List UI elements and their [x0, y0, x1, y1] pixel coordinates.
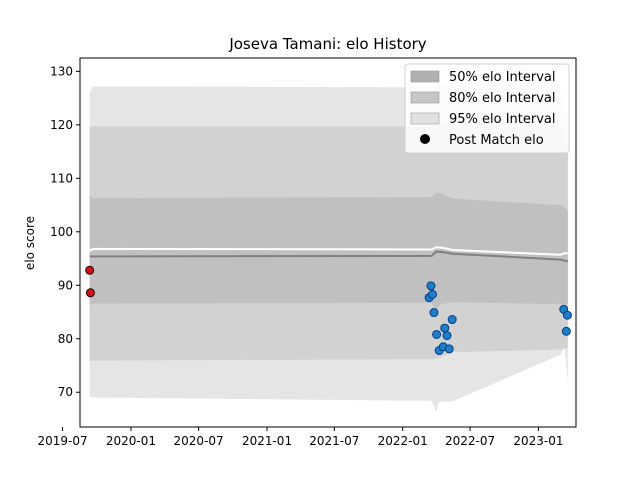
y-tick-label: 100	[50, 225, 73, 239]
legend-label: 80% elo Interval	[449, 91, 556, 106]
x-tick-label: 2021-07	[309, 434, 359, 448]
x-tick-label: 2020-01	[106, 434, 156, 448]
plot-frame	[79, 57, 577, 428]
elo-lines	[89, 246, 568, 263]
legend-swatch	[410, 112, 440, 125]
y-axis-label: elo score	[23, 216, 37, 270]
legend-label: 95% elo Interval	[449, 112, 556, 127]
data-point	[444, 344, 454, 354]
x-tick-label: 2022-01	[378, 434, 428, 448]
band-3	[89, 192, 568, 310]
legend-marker	[420, 134, 430, 144]
legend-label: 50% elo Interval	[449, 70, 556, 85]
data-point	[85, 288, 95, 298]
y-tick-label: 120	[50, 118, 73, 132]
data-point	[562, 310, 572, 320]
legend-box	[404, 63, 570, 154]
y-tick-label: 80	[58, 332, 73, 346]
data-point	[561, 326, 571, 336]
chart-title: Joseva Tamani: elo History	[228, 35, 426, 53]
x-tick-label: 2021-01	[242, 434, 292, 448]
plot-area	[85, 85, 572, 413]
x-tick-label: 2023-01	[513, 434, 563, 448]
data-point	[432, 329, 442, 339]
data-point	[440, 323, 450, 333]
data-point	[427, 289, 437, 299]
axes: 70 80 90 100 110 120 130 2019-07 2020-01 2020-07 2…	[37, 57, 577, 448]
data-point	[429, 308, 439, 318]
legend-label: Post Match elo	[449, 133, 544, 148]
elo-line-2	[89, 250, 568, 263]
elo-line-1	[89, 246, 568, 256]
data-point	[426, 281, 436, 291]
data-point	[442, 331, 452, 341]
legend: 50% elo Interval 80% elo Interval 95% elo …	[404, 63, 570, 154]
x-tick-label: 2019-07	[37, 434, 87, 448]
data-point	[447, 315, 457, 325]
y-tick-label: 130	[50, 64, 73, 78]
x-tick-label: 2022-07	[445, 434, 495, 448]
post-match-points	[85, 265, 572, 356]
y-tick-label: 90	[58, 278, 73, 292]
legend-swatch	[410, 91, 440, 104]
data-point	[85, 265, 95, 275]
legend-swatch	[410, 70, 440, 83]
y-tick-label: 70	[58, 385, 73, 399]
x-tick-label: 2020-07	[174, 434, 224, 448]
y-tick-label: 110	[50, 171, 73, 185]
